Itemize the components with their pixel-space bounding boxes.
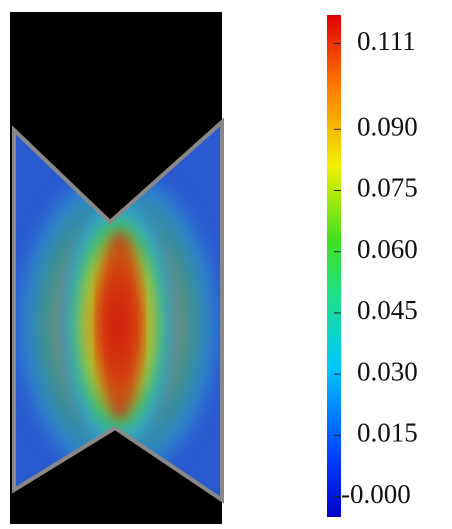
specimen-edge [12,117,224,504]
tick-label: -0.000 [341,479,411,509]
tick-label: 0.075 [357,173,418,203]
tick-label: 0.030 [357,356,418,386]
tick-label: 0.090 [357,111,418,141]
tick-label: 0.111 [357,26,416,56]
tick-label: 0.015 [357,418,418,448]
tick-label: 0.045 [357,295,418,325]
colorbar [327,15,341,517]
tick-label: 0.060 [357,234,418,264]
